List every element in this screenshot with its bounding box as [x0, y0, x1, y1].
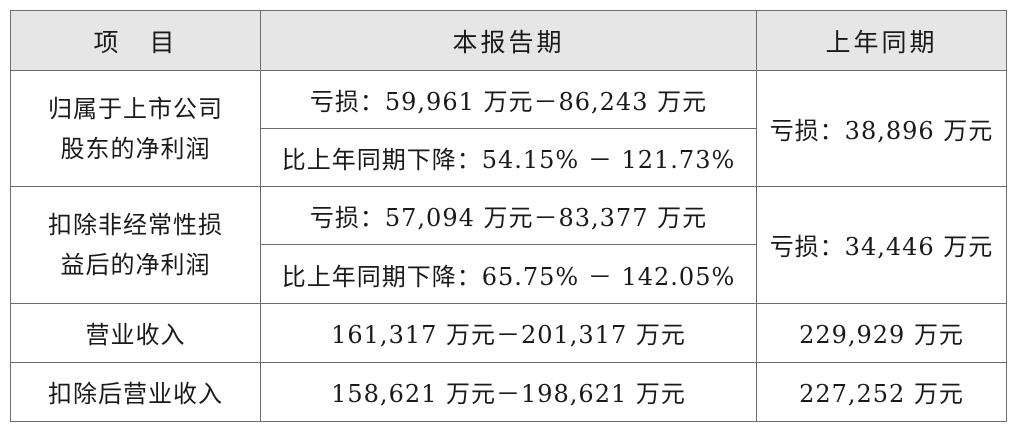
table-row: 扣除非经常性损 益后的净利润 亏损：57,094 万元－83,377 万元 亏损…: [10, 186, 1007, 304]
table-header-row: 项 目 本报告期 上年同期: [10, 10, 1007, 71]
current-range-cell: 亏损：59,961 万元－86,243 万元: [260, 69, 757, 130]
row-label-net-profit-deducted: 扣除非经常性损 益后的净利润: [10, 186, 261, 304]
table-row: 比上年同期下降：54.15% － 121.73%: [11, 128, 1007, 188]
row-label-revenue: 营业收入: [10, 302, 261, 363]
table-row: 归属于上市公司 股东的净利润 亏损：59,961 万元－86,243 万元 亏损…: [10, 69, 1007, 188]
prior-value-cell: 227,252 万元: [756, 361, 1007, 423]
row-label-line: 股东的净利润: [60, 134, 211, 163]
prior-value-cell: 亏损：38,896 万元: [756, 69, 1007, 188]
current-range-cell: 亏损：57,094 万元－83,377 万元: [260, 186, 757, 246]
row-label-line: 扣除非经常性损: [48, 210, 223, 239]
row-label-revenue-deducted: 扣除后营业收入: [10, 361, 261, 423]
table-row: 比上年同期下降：65.75% － 142.05%: [11, 244, 1007, 304]
current-change-cell: 比上年同期下降：65.75% － 142.05%: [260, 244, 757, 304]
performance-forecast-table: 项 目 本报告期 上年同期 归属于上市公司 股东的净利润 亏损：59,961 万…: [10, 10, 1007, 423]
row-label-net-profit: 归属于上市公司 股东的净利润: [10, 69, 261, 188]
table-row: 扣除后营业收入 158,621 万元－198,621 万元 227,252 万元: [10, 361, 1007, 423]
prior-value-cell: 229,929 万元: [756, 302, 1007, 363]
row-label-line: 益后的净利润: [60, 250, 211, 279]
table-row: 营业收入 161,317 万元－201,317 万元 229,929 万元: [10, 302, 1007, 363]
header-prior-period: 上年同期: [756, 10, 1007, 71]
header-item: 项 目: [10, 10, 261, 71]
header-current-period: 本报告期: [260, 10, 757, 71]
current-change-cell: 比上年同期下降：54.15% － 121.73%: [260, 128, 757, 188]
prior-value-cell: 亏损：34,446 万元: [756, 186, 1007, 304]
current-value-cell: 161,317 万元－201,317 万元: [260, 302, 757, 363]
current-value-cell: 158,621 万元－198,621 万元: [260, 361, 757, 423]
row-label-line: 归属于上市公司: [48, 94, 223, 123]
